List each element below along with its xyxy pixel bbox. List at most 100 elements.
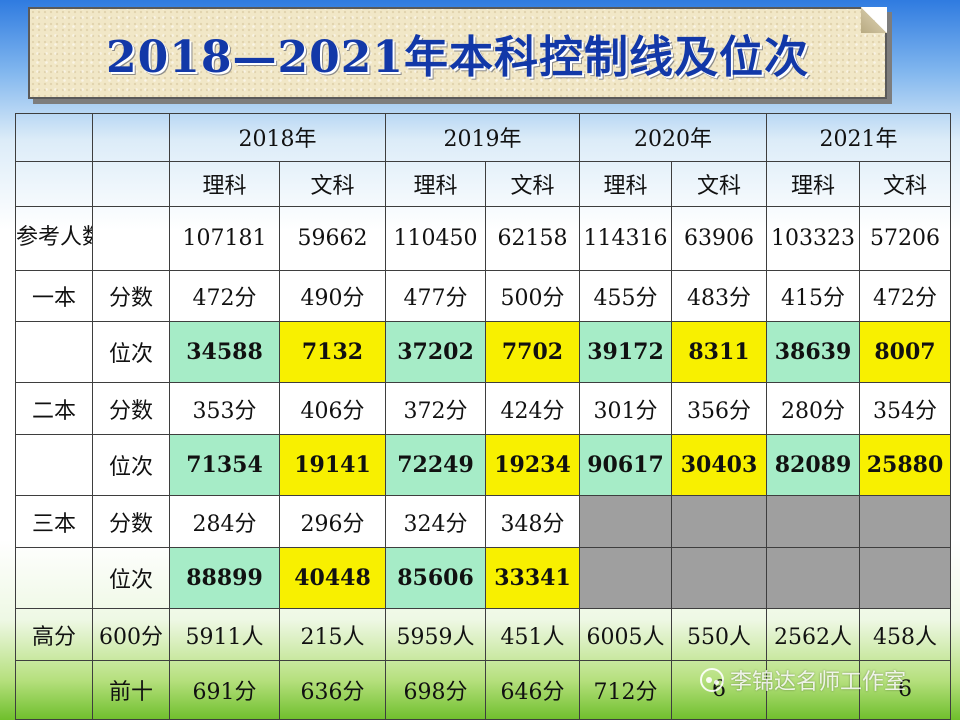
watermark: 李锦达名师工作室	[700, 664, 906, 696]
table-cell: 472分	[859, 269, 951, 323]
empty-cell	[92, 205, 170, 271]
science-rank-cell: 82089	[766, 434, 860, 497]
tier1-label: 一本	[15, 269, 93, 323]
arts-rank-cell: 7132	[279, 321, 386, 384]
subject-header: 理科	[169, 160, 280, 207]
empty-gray-cell	[859, 495, 951, 549]
science-rank-cell: 39172	[579, 321, 672, 384]
table-cell: 110450	[385, 205, 486, 271]
tier2-label: 二本	[15, 382, 93, 436]
score-label: 分数	[92, 382, 170, 436]
arts-rank-cell: 40448	[279, 547, 386, 610]
arts-rank-cell: 25880	[859, 434, 951, 497]
table-cell: 215人	[279, 608, 386, 661]
table-cell: 296分	[279, 495, 386, 549]
table-cell: 348分	[485, 495, 580, 549]
corner-cell	[15, 160, 93, 207]
page-title: 2018—2021年本科控制线及位次	[106, 32, 809, 83]
tier2-score-row: 二本 分数 353分 406分 372分 424分 301分 356分 280分…	[15, 382, 951, 436]
arts-rank-cell: 30403	[671, 434, 767, 497]
table-cell: 477分	[385, 269, 486, 323]
title-banner: 2018—2021年本科控制线及位次	[28, 7, 887, 99]
arts-rank-cell: 7702	[485, 321, 580, 384]
rank-label: 位次	[92, 547, 170, 610]
high-score-row: 高分 600分 5911人 215人 5959人 451人 6005人 550人…	[15, 608, 951, 661]
table-cell: 712分	[579, 659, 672, 720]
table-cell: 424分	[485, 382, 580, 436]
subject-header: 理科	[385, 160, 486, 207]
science-rank-cell: 71354	[169, 434, 280, 497]
arts-rank-cell: 19141	[279, 434, 386, 497]
year-header: 2018年	[169, 113, 386, 162]
rank-label: 位次	[92, 434, 170, 497]
threshold-label: 600分	[92, 608, 170, 661]
table-cell: 57206	[859, 205, 951, 271]
subject-header: 文科	[279, 160, 386, 207]
table-cell: 107181	[169, 205, 280, 271]
table-cell: 372分	[385, 382, 486, 436]
participants-label: 参考人数	[15, 205, 93, 271]
table-cell: 354分	[859, 382, 951, 436]
arts-rank-cell: 8007	[859, 321, 951, 384]
science-rank-cell: 38639	[766, 321, 860, 384]
arts-rank-cell: 8311	[671, 321, 767, 384]
tier3-rank-row: 位次 88899 40448 85606 33341	[15, 547, 951, 610]
subject-header: 文科	[671, 160, 767, 207]
table-cell: 406分	[279, 382, 386, 436]
table-cell: 63906	[671, 205, 767, 271]
empty-gray-cell	[579, 495, 672, 549]
table-cell: 6005人	[579, 608, 672, 661]
table-cell: 500分	[485, 269, 580, 323]
year-header-row: 2018年 2019年 2020年 2021年	[15, 113, 951, 162]
empty-cell	[15, 547, 93, 610]
table-cell: 301分	[579, 382, 672, 436]
score-label: 分数	[92, 269, 170, 323]
table-cell: 458人	[859, 608, 951, 661]
subject-header: 文科	[485, 160, 580, 207]
subject-header: 文科	[859, 160, 951, 207]
watermark-text: 李锦达名师工作室	[730, 670, 907, 695]
subject-header: 理科	[579, 160, 672, 207]
science-rank-cell: 88899	[169, 547, 280, 610]
tier3-label: 三本	[15, 495, 93, 549]
tier1-rank-row: 位次 34588 7132 37202 7702 39172 8311 3863…	[15, 321, 951, 384]
wechat-icon	[700, 668, 724, 692]
tier1-score-row: 一本 分数 472分 490分 477分 500分 455分 483分 415分…	[15, 269, 951, 323]
table-cell: 415分	[766, 269, 860, 323]
table-cell: 646分	[485, 659, 580, 720]
subject-header-row: 理科 文科 理科 文科 理科 文科 理科 文科	[15, 160, 951, 207]
page-fold-corner	[861, 7, 887, 33]
table-cell: 353分	[169, 382, 280, 436]
table-cell: 103323	[766, 205, 860, 271]
science-rank-cell: 90617	[579, 434, 672, 497]
table-cell: 62158	[485, 205, 580, 271]
table-cell: 5911人	[169, 608, 280, 661]
table-cell: 5959人	[385, 608, 486, 661]
table-cell: 451人	[485, 608, 580, 661]
table-cell: 284分	[169, 495, 280, 549]
corner-cell	[92, 113, 170, 162]
year-header: 2021年	[766, 113, 951, 162]
empty-gray-cell	[766, 547, 860, 610]
empty-cell	[15, 321, 93, 384]
tier3-score-row: 三本 分数 284分 296分 324分 348分	[15, 495, 951, 549]
arts-rank-cell: 33341	[485, 547, 580, 610]
empty-gray-cell	[671, 547, 767, 610]
table-cell: 59662	[279, 205, 386, 271]
tier2-rank-row: 位次 71354 19141 72249 19234 90617 30403 8…	[15, 434, 951, 497]
table-cell: 636分	[279, 659, 386, 720]
empty-cell	[15, 659, 93, 720]
table-cell: 455分	[579, 269, 672, 323]
rank-label: 位次	[92, 321, 170, 384]
table-cell: 114316	[579, 205, 672, 271]
score-table: 2018年 2019年 2020年 2021年 理科 文科 理科 文科 理科 文…	[15, 113, 951, 720]
subject-header: 理科	[766, 160, 860, 207]
table-cell: 280分	[766, 382, 860, 436]
top-ten-label: 前十	[92, 659, 170, 720]
science-rank-cell: 85606	[385, 547, 486, 610]
empty-gray-cell	[766, 495, 860, 549]
year-header: 2019年	[385, 113, 580, 162]
science-rank-cell: 34588	[169, 321, 280, 384]
table-cell	[766, 659, 860, 720]
empty-gray-cell	[859, 547, 951, 610]
